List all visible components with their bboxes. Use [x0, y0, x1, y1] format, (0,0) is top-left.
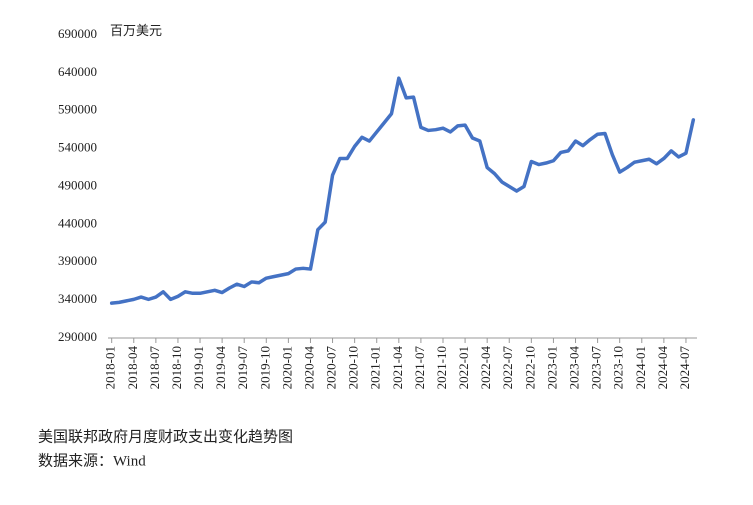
y-tick-label: 340000	[58, 291, 97, 306]
x-tick-label: 2020-01	[279, 346, 294, 389]
source-note: 数据来源：Wind	[38, 452, 146, 469]
x-tick-label: 2020-07	[324, 346, 339, 390]
x-tick-label: 2019-01	[191, 346, 206, 389]
x-tick-label: 2024-07	[677, 346, 692, 390]
x-tick-label: 2018-07	[147, 346, 162, 390]
x-tick-label: 2022-04	[478, 346, 493, 390]
y-tick-label: 540000	[58, 140, 97, 155]
y-tick-label: 290000	[58, 329, 97, 344]
y-tick-label: 440000	[58, 215, 97, 230]
x-tick-label: 2022-01	[456, 346, 471, 389]
x-tick-label: 2023-10	[611, 346, 626, 389]
x-tick-label: 2021-10	[434, 346, 449, 389]
x-tick-label: 2018-04	[125, 346, 140, 390]
x-tick-label: 2018-10	[169, 346, 184, 389]
x-tick-label: 2021-04	[390, 346, 405, 390]
chart-title: 美国联邦政府月度财政支出变化趋势图	[38, 428, 293, 445]
y-tick-label: 590000	[58, 102, 97, 117]
unit-label: 百万美元	[110, 23, 162, 38]
x-tick-label: 2018-01	[103, 346, 118, 389]
y-tick-label: 690000	[58, 26, 97, 41]
x-tick-label: 2020-04	[301, 346, 316, 390]
x-tick-label: 2022-10	[522, 346, 537, 389]
y-tick-label: 490000	[58, 177, 97, 192]
x-tick-label: 2021-07	[412, 346, 427, 390]
x-tick-label: 2024-01	[633, 346, 648, 389]
y-tick-label: 390000	[58, 253, 97, 268]
y-tick-label: 640000	[58, 64, 97, 79]
x-tick-label: 2021-01	[368, 346, 383, 389]
x-tick-label: 2023-01	[544, 346, 559, 389]
x-tick-label: 2019-04	[213, 346, 228, 390]
x-tick-label: 2022-07	[500, 346, 515, 390]
x-tick-label: 2023-07	[589, 346, 604, 390]
x-tick-label: 2019-10	[257, 346, 272, 389]
x-tick-label: 2024-04	[655, 346, 670, 390]
x-tick-label: 2023-04	[567, 346, 582, 390]
x-tick-label: 2020-10	[346, 346, 361, 389]
x-tick-label: 2019-07	[235, 346, 250, 390]
series-line	[109, 76, 696, 305]
